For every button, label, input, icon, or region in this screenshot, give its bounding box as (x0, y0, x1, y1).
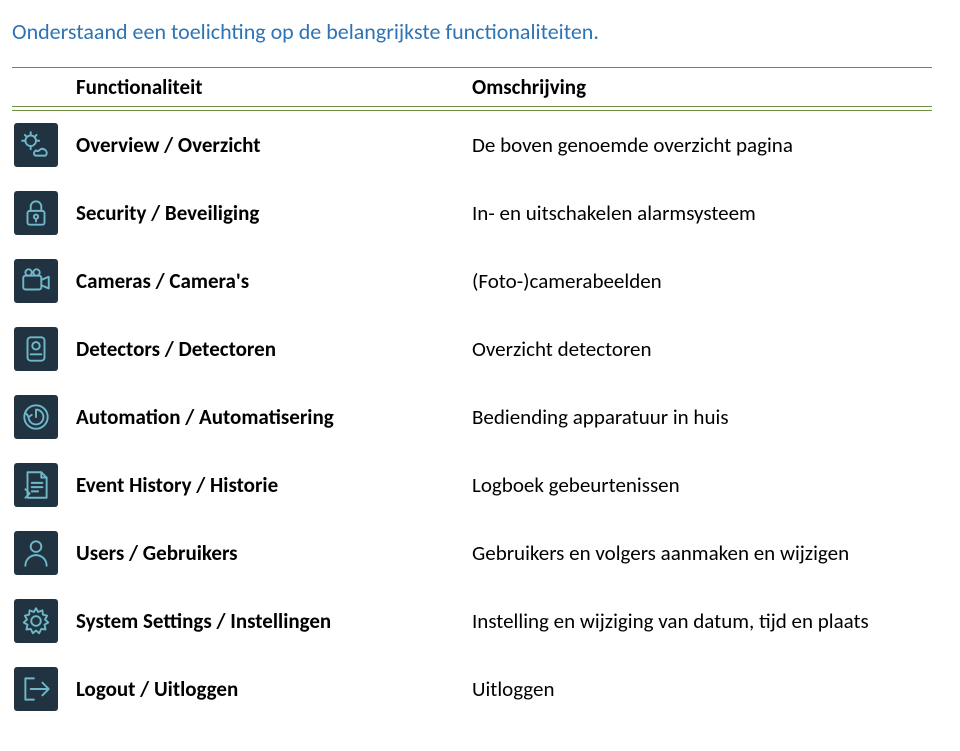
functionality-description: Overzicht detectoren (472, 336, 932, 362)
functionality-description: Bediending apparatuur in huis (472, 404, 932, 430)
table-row: Cameras / Camera's (Foto-)camerabeelden (12, 247, 932, 315)
logout-icon (14, 667, 58, 711)
functionality-description: Logboek gebeurtenissen (472, 472, 932, 498)
functionality-description: De boven genoemde overzicht pagina (472, 132, 932, 158)
table-row: Security / Beveiliging In- en uitschakel… (12, 179, 932, 247)
table-row: Overview / Overzicht De boven genoemde o… (12, 111, 932, 179)
header-description: Omschrijving (472, 74, 932, 100)
camera-icon (14, 259, 58, 303)
functionality-label: System Settings / Instellingen (72, 608, 472, 634)
functionality-description: Instelling en wijziging van datum, tijd … (472, 608, 932, 634)
user-icon (14, 531, 58, 575)
table-row: Detectors / Detectoren Overzicht detecto… (12, 315, 932, 383)
functionality-table: Functionaliteit Omschrijving Overview / … (12, 67, 932, 723)
functionality-description: In- en uitschakelen alarmsysteem (472, 200, 932, 226)
settings-icon (14, 599, 58, 643)
functionality-label: Security / Beveiliging (72, 200, 472, 226)
detector-icon (14, 327, 58, 371)
table-row: Automation / Automatisering Bediending a… (12, 383, 932, 451)
functionality-description: (Foto-)camerabeelden (472, 268, 932, 294)
automation-icon (14, 395, 58, 439)
lock-icon (14, 191, 58, 235)
table-row: Users / Gebruikers Gebruikers en volgers… (12, 519, 932, 587)
table-row: Event History / Historie Logboek gebeurt… (12, 451, 932, 519)
functionality-label: Detectors / Detectoren (72, 336, 472, 362)
intro-text: Onderstaand een toelichting op de belang… (12, 18, 932, 45)
functionality-description: Gebruikers en volgers aanmaken en wijzig… (472, 540, 932, 566)
functionality-label: Logout / Uitloggen (72, 676, 472, 702)
functionality-label: Users / Gebruikers (72, 540, 472, 566)
overview-icon (14, 123, 58, 167)
functionality-label: Automation / Automatisering (72, 404, 472, 430)
functionality-label: Overview / Overzicht (72, 132, 472, 158)
functionality-label: Cameras / Camera's (72, 268, 472, 294)
functionality-description: Uitloggen (472, 676, 932, 702)
table-row: Logout / Uitloggen Uitloggen (12, 655, 932, 723)
header-functionality: Functionaliteit (72, 74, 472, 100)
table-row: System Settings / Instellingen Instellin… (12, 587, 932, 655)
history-icon (14, 463, 58, 507)
table-header-row: Functionaliteit Omschrijving (12, 67, 932, 107)
functionality-label: Event History / Historie (72, 472, 472, 498)
